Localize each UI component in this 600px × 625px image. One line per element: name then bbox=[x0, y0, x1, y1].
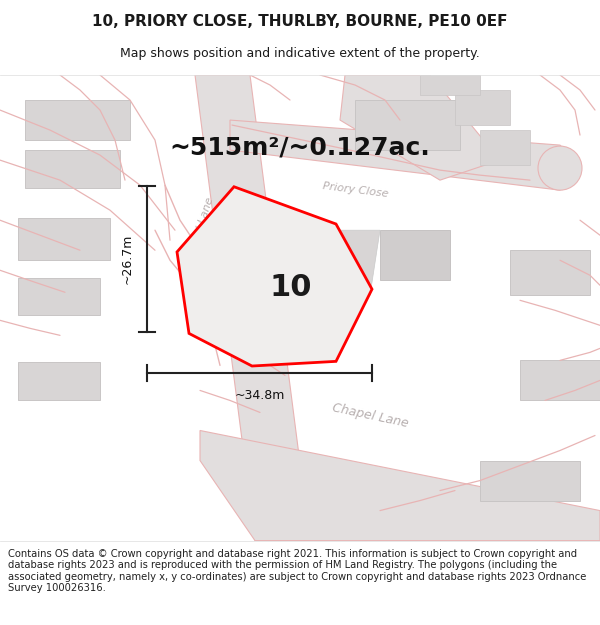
Polygon shape bbox=[18, 362, 100, 401]
Text: 10, PRIORY CLOSE, THURLBY, BOURNE, PE10 0EF: 10, PRIORY CLOSE, THURLBY, BOURNE, PE10 … bbox=[92, 14, 508, 29]
Text: Chapel Lane: Chapel Lane bbox=[331, 401, 409, 430]
Polygon shape bbox=[455, 90, 510, 125]
Text: Priory Close: Priory Close bbox=[322, 181, 388, 199]
Polygon shape bbox=[200, 431, 600, 541]
Polygon shape bbox=[480, 130, 530, 165]
Text: Chapel Lane: Chapel Lane bbox=[185, 196, 215, 264]
Polygon shape bbox=[510, 250, 590, 295]
Polygon shape bbox=[480, 461, 580, 501]
Polygon shape bbox=[25, 150, 120, 188]
Polygon shape bbox=[230, 120, 580, 190]
Text: Contains OS data © Crown copyright and database right 2021. This information is : Contains OS data © Crown copyright and d… bbox=[8, 549, 586, 594]
Polygon shape bbox=[300, 230, 380, 295]
Text: 10: 10 bbox=[269, 273, 312, 302]
Text: Map shows position and indicative extent of the property.: Map shows position and indicative extent… bbox=[120, 48, 480, 61]
Polygon shape bbox=[355, 100, 460, 150]
Polygon shape bbox=[25, 100, 130, 140]
Polygon shape bbox=[520, 361, 600, 401]
Text: ~34.8m: ~34.8m bbox=[235, 389, 284, 401]
Circle shape bbox=[538, 146, 582, 190]
Polygon shape bbox=[18, 278, 100, 316]
Text: ~26.7m: ~26.7m bbox=[121, 234, 133, 284]
Polygon shape bbox=[420, 75, 480, 95]
Polygon shape bbox=[340, 75, 500, 180]
Polygon shape bbox=[195, 75, 310, 541]
Polygon shape bbox=[380, 230, 450, 280]
Text: ~515m²/~0.127ac.: ~515m²/~0.127ac. bbox=[170, 135, 430, 159]
Polygon shape bbox=[18, 218, 110, 260]
Polygon shape bbox=[177, 187, 372, 366]
